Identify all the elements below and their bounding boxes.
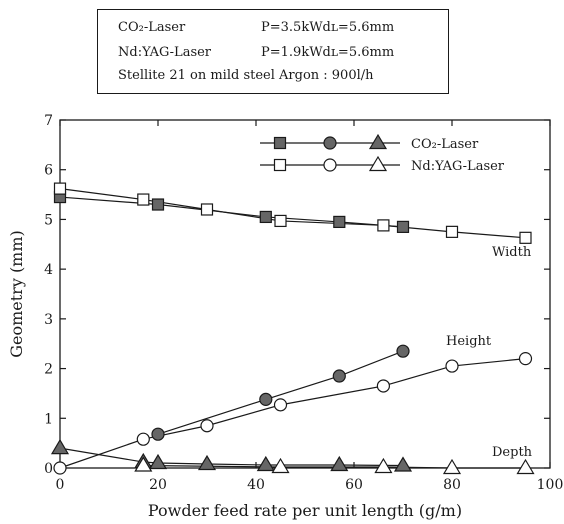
data-point-ndyag-height: [136, 432, 150, 446]
x-tick-label: 0: [56, 477, 65, 493]
parameter-info-box: CO₂-Laser P=3.5kWdʟ=5.6mm Nd:YAG-Laser P…: [97, 9, 449, 94]
data-point-co2-width: [333, 215, 346, 229]
annotation-width: Width: [492, 245, 532, 260]
data-point-co2-depth: [148, 453, 168, 470]
data-point-co2-depth: [256, 455, 275, 472]
data-point-ndyag-width: [445, 225, 459, 238]
data-point-ndyag-height: [445, 359, 459, 373]
info-ndyag-laser-label: Nd:YAG-Laser: [118, 45, 212, 60]
data-point-co2-depth: [393, 456, 413, 472]
data-point-co2-depth: [330, 455, 349, 472]
data-point-co2-height: [332, 369, 346, 383]
series-markers: [50, 182, 535, 475]
series-line-co2-width: [59, 196, 404, 228]
data-point-co2-depth: [197, 454, 217, 471]
legend-marker-ndyag: [273, 158, 287, 172]
x-tick-label: 60: [345, 477, 363, 493]
info-row-co2: CO₂-Laser P=3.5kWdʟ=5.6mm: [118, 20, 394, 35]
data-point-ndyag-depth: [516, 458, 535, 475]
data-point-ndyag-width: [519, 231, 532, 244]
data-point-ndyag-depth: [374, 457, 393, 474]
y-tick-label: 3: [44, 312, 53, 328]
data-point-co2-height: [151, 427, 165, 441]
data-point-co2-width: [151, 198, 165, 211]
legend-marker-co2: [323, 136, 337, 150]
y-tick-label: 6: [44, 163, 53, 179]
info-ndyag-parameters: P=1.9kWdʟ=5.6mm: [261, 45, 395, 60]
plot-frame: [59, 119, 551, 469]
x-tick-label: 100: [537, 477, 564, 493]
data-point-co2-width: [259, 210, 272, 224]
legend-marker-ndyag: [323, 158, 337, 172]
legend-marker-ndyag: [368, 155, 388, 172]
data-point-co2-width: [396, 220, 410, 233]
legend: CO₂-Laser Nd:YAG-Laser: [260, 133, 505, 174]
data-point-ndyag-depth: [134, 456, 153, 472]
legend-marker-co2: [273, 136, 287, 150]
data-point-ndyag-depth: [442, 458, 462, 475]
data-point-co2-depth: [50, 438, 70, 455]
info-co2-parameters: P=3.5kWdʟ=5.6mm: [261, 20, 395, 35]
data-point-co2-height: [396, 344, 410, 358]
data-point-ndyag-height: [376, 379, 390, 393]
info-material-gas: Stellite 21 on mild steel Argon : 900l/h: [118, 68, 374, 83]
legend-label-ndyag: Nd:YAG-Laser: [411, 159, 505, 174]
y-tick-label: 5: [44, 212, 53, 228]
data-point-ndyag-depth: [271, 457, 290, 474]
y-tick-label: 0: [44, 461, 53, 477]
legend-label-co2: CO₂-Laser: [411, 137, 479, 152]
axes-group: 0 20 40 60 80 100 0 1 2 3 4 5 6 7: [44, 113, 563, 493]
y-tick-label: 7: [44, 113, 53, 129]
annotation-depth: Depth: [492, 445, 533, 460]
data-point-ndyag-height: [518, 352, 533, 366]
data-point-ndyag-width: [200, 203, 214, 216]
annotation-height: Height: [446, 334, 492, 349]
series-line-co2-height: [157, 350, 404, 435]
x-tick-label: 40: [247, 477, 265, 493]
y-axis-label: Geometry (mm): [7, 230, 26, 358]
y-tick-label: 4: [44, 262, 53, 278]
info-row-ndyag: Nd:YAG-Laser P=1.9kWdʟ=5.6mm: [118, 45, 394, 60]
x-axis-label: Powder feed rate per unit length (g/m): [148, 501, 462, 520]
series-line-ndyag-height: [59, 358, 526, 469]
data-point-ndyag-height: [200, 419, 214, 433]
y-tick-label: 2: [44, 362, 53, 378]
legend-marker-co2: [368, 133, 388, 150]
x-tick-label: 80: [443, 477, 461, 493]
y-tick-label: 1: [44, 411, 53, 427]
data-point-ndyag-width: [274, 214, 287, 228]
data-point-ndyag-width: [377, 219, 390, 232]
data-point-ndyag-width: [53, 182, 67, 195]
x-tick-label: 20: [149, 477, 167, 493]
data-point-co2-height: [259, 392, 273, 406]
data-point-ndyag-height: [273, 398, 288, 412]
data-point-ndyag-width: [137, 193, 150, 206]
data-point-ndyag-height: [53, 461, 67, 475]
info-co2-laser-label: CO₂-Laser: [118, 20, 186, 35]
